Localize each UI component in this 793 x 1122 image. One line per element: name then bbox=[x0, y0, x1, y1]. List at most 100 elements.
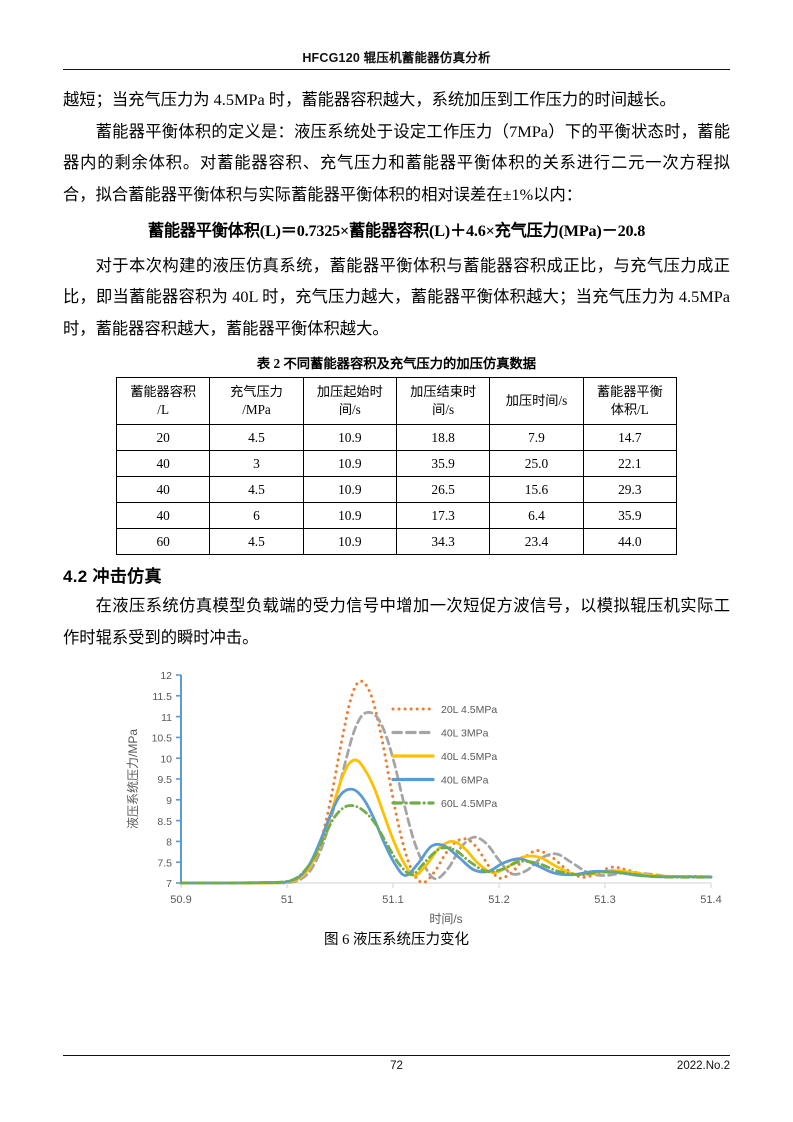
figure-block: 7 7.5 8 8.5 9 9.5 10 10.5 11 11.5 12 50.9 51 51.1 51.2… bbox=[63, 661, 730, 952]
header-line-2: 间/s bbox=[338, 402, 361, 417]
table-cell: 40 bbox=[115, 502, 211, 529]
table-block: 表 2 不同蓄能器容积及充气压力的加压仿真数据 蓄能器容积 /L 充气压力 /M… bbox=[63, 354, 730, 555]
y-axis-tick-label: 11.5 bbox=[152, 691, 172, 703]
legend-label: 40L 6MPa bbox=[441, 775, 489, 787]
table-column-header: 充气压力 /MPa bbox=[209, 377, 304, 425]
table-row: 40 4.5 10.9 26.5 15.6 29.3 bbox=[115, 476, 678, 503]
header-line-2: 间/s bbox=[432, 402, 455, 417]
table-cell: 15.6 bbox=[489, 476, 584, 503]
x-axis-tick-label: 51 bbox=[281, 894, 293, 906]
table-cell: 35.9 bbox=[582, 502, 678, 529]
x-axis-tick-label: 50.9 bbox=[170, 894, 191, 906]
header-line-2: /L bbox=[157, 402, 170, 417]
table-cell: 6.4 bbox=[489, 502, 584, 529]
header-line-1: 加压起始时 bbox=[316, 384, 383, 399]
chart-series-line bbox=[179, 804, 713, 885]
table-cell: 10.9 bbox=[302, 476, 397, 503]
equation-balance-volume: 蓄能器平衡体积(L)＝0.7325×蓄能器容积(L)＋4.6×充气压力(MPa)… bbox=[147, 222, 646, 240]
table-cell: 60 bbox=[115, 528, 211, 555]
chart-canvas: 7 7.5 8 8.5 9 9.5 10 10.5 11 11.5 12 50.9 51 51.1 51.2… bbox=[125, 670, 722, 926]
y-axis-title: 液压系统压力/MPa bbox=[125, 729, 140, 829]
x-axis-tick-label: 51.1 bbox=[382, 894, 403, 906]
table-column-header: 加压时间/s bbox=[489, 377, 584, 425]
table-column-header: 加压起始时 间/s bbox=[302, 377, 397, 425]
table-cell: 14.7 bbox=[582, 424, 678, 451]
header-line-1: 蓄能器平衡 bbox=[596, 384, 663, 399]
table-cell: 18.8 bbox=[395, 424, 491, 451]
header-line-1: 充气压力 bbox=[230, 384, 283, 399]
body-column: 越短；当充气压力为 4.5MPa 时，蓄能器容积越大，系统加压到工作压力的时间越… bbox=[63, 84, 730, 952]
table-cell: 25.0 bbox=[489, 450, 584, 477]
table-cell: 44.0 bbox=[582, 528, 678, 555]
y-axis-tick-label: 12 bbox=[160, 670, 172, 682]
table-cell: 40 bbox=[115, 450, 211, 477]
table-body: 20 4.5 10.9 18.8 7.9 14.7 40 3 10.9 35.9 25.0 22.1 4… bbox=[115, 424, 678, 555]
x-axis-tick-label: 51.3 bbox=[594, 894, 615, 906]
x-axis-tick-label: 51.2 bbox=[488, 894, 509, 906]
table-column-header: 蓄能器平衡 体积/L bbox=[582, 377, 678, 425]
table-row: 40 6 10.9 17.3 6.4 35.9 bbox=[115, 502, 678, 529]
section-heading-4-2: 4.2 冲击仿真 bbox=[63, 567, 162, 586]
table-cell: 3 bbox=[209, 450, 304, 477]
legend-label: 60L 4.5MPa bbox=[441, 798, 497, 810]
table-cell: 10.9 bbox=[302, 450, 397, 477]
header-line-1: 加压时间/s bbox=[505, 393, 568, 408]
table-row: 40 3 10.9 35.9 25.0 22.1 bbox=[115, 450, 678, 477]
header-line-2: 体积/L bbox=[610, 402, 649, 417]
header-line-2: /MPa bbox=[242, 402, 271, 417]
table-column-header: 加压结束时 间/s bbox=[395, 377, 491, 425]
page-header: HFCG120 辊压机蓄能器仿真分析 bbox=[63, 50, 730, 70]
legend-label: 20L 4.5MPa bbox=[441, 704, 497, 716]
y-axis-tick-label: 10.5 bbox=[152, 733, 173, 745]
issue-label: 2022.No.2 bbox=[676, 1060, 730, 1072]
y-axis-tick-label: 9.5 bbox=[157, 774, 172, 786]
page-number: 72 bbox=[390, 1060, 403, 1072]
table-cell: 10.9 bbox=[302, 528, 397, 555]
table-cell: 23.4 bbox=[489, 528, 584, 555]
chart-series-line bbox=[179, 758, 713, 885]
y-axis-tick-label: 8.5 bbox=[157, 816, 172, 828]
table-cell: 4.5 bbox=[209, 528, 304, 555]
y-axis-tick-label: 8 bbox=[166, 837, 172, 849]
table-cell: 6 bbox=[209, 502, 304, 529]
page-footer: 72 2022.No.2 bbox=[63, 1060, 730, 1078]
running-title: HFCG120 辊压机蓄能器仿真分析 bbox=[302, 51, 491, 65]
y-axis-tick-label: 7 bbox=[166, 878, 172, 890]
paragraph-continued: 越短；当充气压力为 4.5MPa 时，蓄能器容积越大，系统加压到工作压力的时间越… bbox=[63, 90, 676, 109]
y-axis-tick-label: 11 bbox=[161, 712, 172, 724]
header-line-1: 加压结束时 bbox=[410, 384, 477, 399]
header-divider bbox=[63, 69, 730, 70]
paragraph-definition: 蓄能器平衡体积的定义是：液压系统处于设定工作压力（7MPa）下的平衡状态时，蓄能… bbox=[63, 121, 730, 204]
table-header-row: 蓄能器容积 /L 充气压力 /MPa 加压起始时 间/s 加压结束时 bbox=[115, 377, 678, 425]
table-cell: 4.5 bbox=[209, 424, 304, 451]
pressure-variation-chart: 7 7.5 8 8.5 9 9.5 10 10.5 11 11.5 12 50.9 51 51.1 51.2… bbox=[63, 661, 730, 926]
table-row: 60 4.5 10.9 34.3 23.4 44.0 bbox=[115, 528, 678, 555]
y-axis-tick-label: 10 bbox=[160, 753, 172, 765]
table-cell: 34.3 bbox=[395, 528, 491, 555]
table-cell: 20 bbox=[115, 424, 211, 451]
figure-caption: 图 6 液压系统压力变化 bbox=[324, 932, 469, 948]
table-cell: 22.1 bbox=[582, 450, 678, 477]
table-column-header: 蓄能器容积 /L bbox=[115, 377, 211, 425]
simulation-data-table: 蓄能器容积 /L 充气压力 /MPa 加压起始时 间/s 加压结束时 bbox=[115, 377, 678, 555]
table-row: 20 4.5 10.9 18.8 7.9 14.7 bbox=[115, 424, 678, 451]
paragraph-proportionality: 对于本次构建的液压仿真系统，蓄能器平衡体积与蓄能器容积成正比，与充气压力成正比，… bbox=[63, 255, 730, 338]
table-cell: 10.9 bbox=[302, 502, 397, 529]
table-cell: 7.9 bbox=[489, 424, 584, 451]
table-cell: 4.5 bbox=[209, 476, 304, 503]
table-cell: 26.5 bbox=[395, 476, 491, 503]
table-cell: 40 bbox=[115, 476, 211, 503]
table-cell: 17.3 bbox=[395, 502, 491, 529]
table-cell: 29.3 bbox=[582, 476, 678, 503]
x-axis-tick-label: 51.4 bbox=[700, 894, 721, 906]
y-axis-tick-label: 9 bbox=[166, 795, 172, 807]
header-line-1: 蓄能器容积 bbox=[130, 384, 197, 399]
table-cell: 35.9 bbox=[395, 450, 491, 477]
table-cell: 10.9 bbox=[302, 424, 397, 451]
table-caption: 表 2 不同蓄能器容积及充气压力的加压仿真数据 bbox=[256, 356, 537, 371]
legend-label: 40L 4.5MPa bbox=[441, 751, 497, 763]
paragraph-impact-simulation: 在液压系统仿真模型负载端的受力信号中增加一次短促方波信号，以模拟辊压机实际工作时… bbox=[63, 596, 730, 647]
legend-label: 40L 3MPa bbox=[441, 728, 489, 740]
x-axis-title: 时间/s bbox=[429, 912, 462, 926]
